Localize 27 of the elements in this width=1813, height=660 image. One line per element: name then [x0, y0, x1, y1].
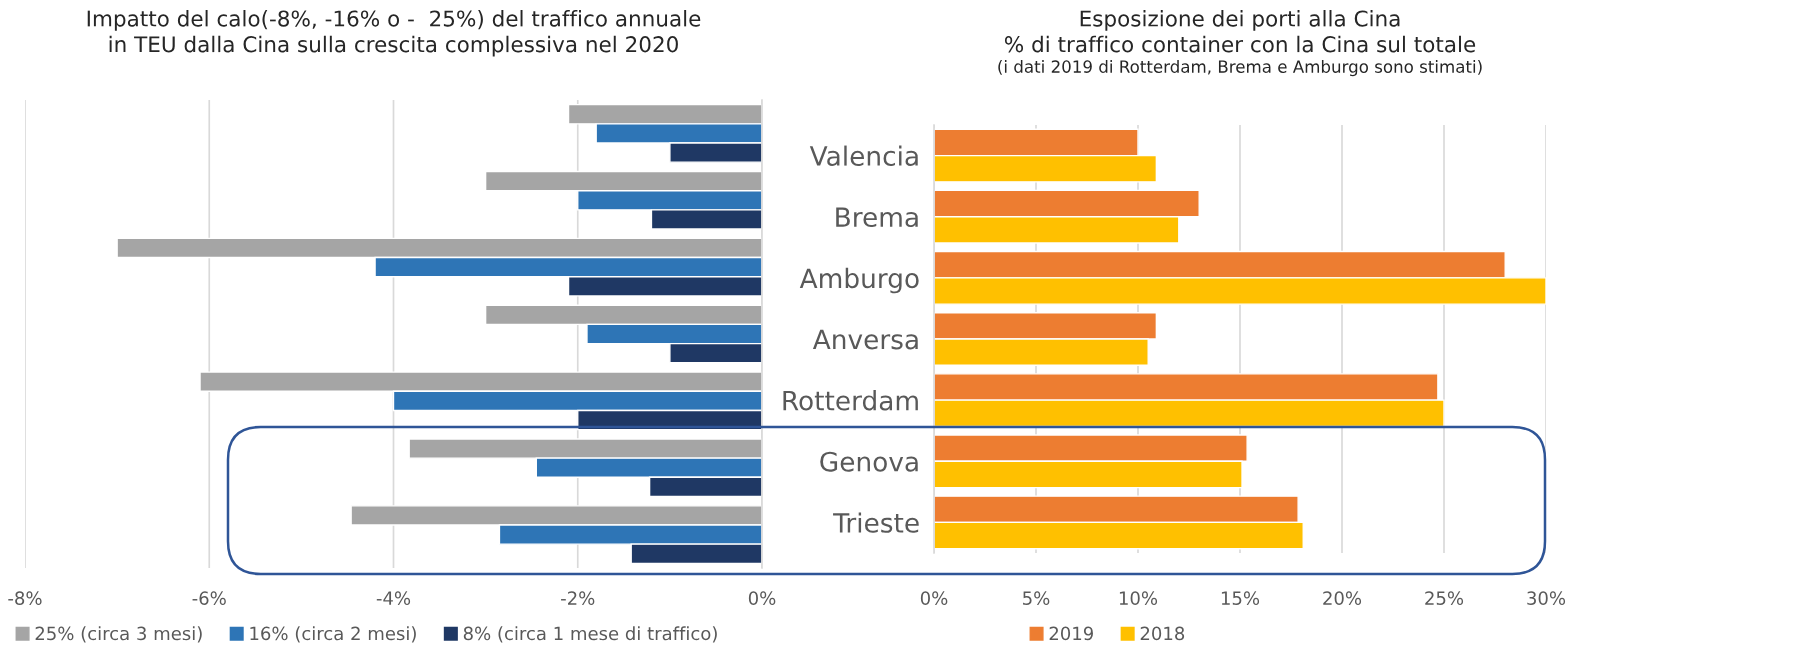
chart-subtitle: (i dati 2019 di Rotterdam, Brema e Amburgo sono stimati) — [998, 60, 1482, 77]
y-tick-label: Valencia — [809, 145, 918, 166]
legend-label: 16% (circa 2 mesi) — [250, 626, 416, 643]
x-tick-label: -4% — [376, 591, 411, 605]
y-tick-label: Anversa — [812, 329, 918, 350]
x-tick-label: 5% — [1023, 591, 1050, 605]
x-tick-label: 0% — [920, 591, 948, 605]
y-tick-label: Trieste — [833, 512, 919, 533]
y-tick-label: Genova — [820, 451, 918, 472]
y-tick-label: Brema — [836, 207, 918, 228]
x-tick-label: 15% — [1221, 591, 1260, 605]
legend-label: 2018 — [1140, 626, 1185, 641]
x-tick-label: 25% — [1425, 591, 1464, 605]
y-tick-label: Rotterdam — [783, 390, 918, 411]
chart-title: Esposizione dei porti alla Cina % di traffico container con la Cina sul totale — [1004, 10, 1476, 53]
legend-label: 8% (circa 1 mese di traffico) — [463, 626, 717, 643]
x-tick-label: 20% — [1323, 591, 1362, 605]
legend-label: 2019 — [1049, 626, 1093, 641]
x-tick-label: 0% — [748, 591, 776, 605]
y-tick-label: Amburgo — [799, 267, 919, 294]
chart-title: Impatto del calo(-8%, -16% o - 25%) del traffico annuale in TEU dalla Cina sulla crescita complessiva nel 2020 — [87, 10, 701, 57]
x-tick-label: -2% — [561, 591, 595, 605]
x-tick-label: -8% — [8, 591, 42, 605]
legend-label: 25% (circa 3 mesi) — [35, 626, 202, 643]
x-tick-label: -6% — [192, 591, 226, 605]
x-tick-label: 10% — [1119, 591, 1158, 605]
x-tick-label: 30% — [1527, 591, 1566, 605]
